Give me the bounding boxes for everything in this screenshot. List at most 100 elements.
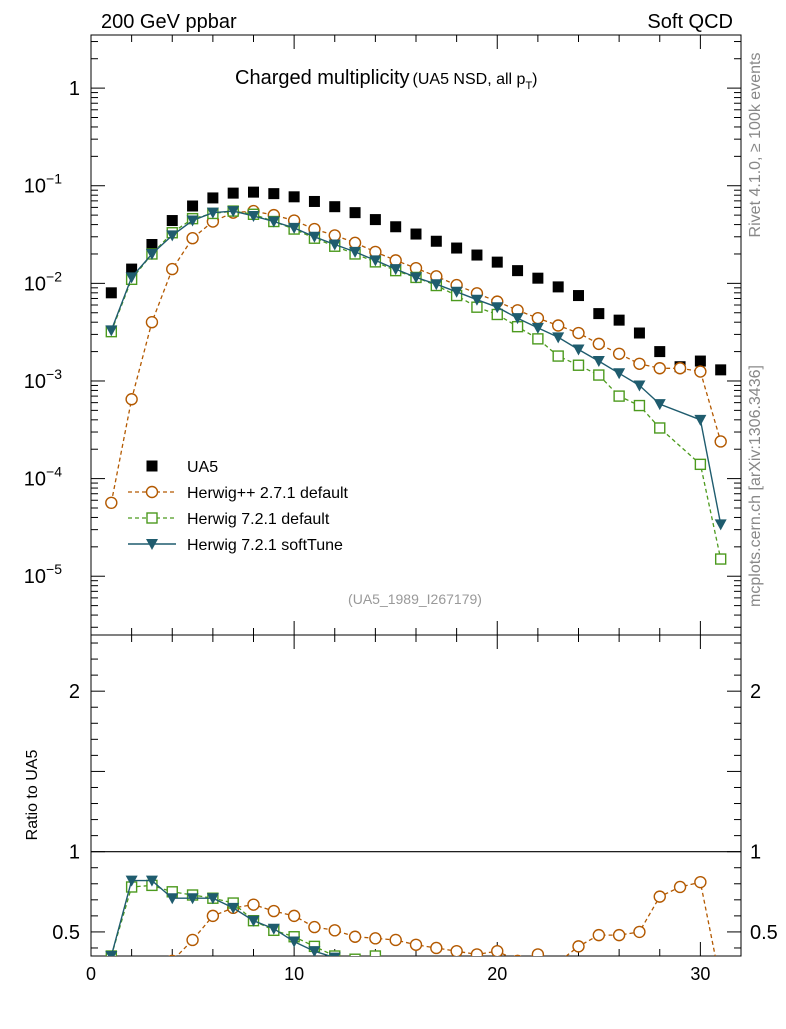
ratio-point [308, 920, 321, 934]
ratio-point [267, 904, 281, 918]
ratio-point [592, 928, 606, 942]
ratio-point [206, 909, 220, 923]
x-tick-label: 30 [690, 964, 710, 984]
data-point [389, 264, 402, 276]
legend-item: Herwig++ 2.7.1 default [128, 485, 349, 502]
data-point [248, 186, 259, 198]
analysis-watermark: (UA5_1989_I267179) [348, 591, 482, 607]
data-point [288, 222, 301, 234]
y-tick-label: 10−1 [24, 171, 62, 198]
y-tick-label: 10−4 [24, 464, 62, 491]
ratio-ylabel: Ratio to UA5 [24, 750, 41, 841]
ratio-point [247, 915, 260, 927]
legend-marker [146, 512, 158, 524]
x-tick-label: 0 [86, 964, 96, 984]
y-tick-exponent: −1 [46, 171, 62, 187]
data-point [328, 229, 341, 242]
data-point [572, 359, 585, 371]
data-point [329, 201, 341, 213]
data-point [267, 216, 280, 228]
main-series [105, 186, 727, 565]
data-point [369, 214, 381, 226]
y-tick-exponent: −2 [46, 268, 62, 284]
data-point [410, 228, 422, 240]
data-point [186, 215, 199, 227]
data-point [532, 333, 544, 345]
ratio-series-herwigpp [168, 875, 716, 956]
ratio-point [166, 893, 179, 905]
y-tick-label-right: 2 [750, 681, 761, 703]
chart-subtitle-close: ) [532, 71, 537, 88]
data-point [715, 364, 727, 376]
ratio-point [633, 925, 646, 939]
ratio-point [694, 875, 707, 889]
data-point [694, 414, 707, 426]
data-point [552, 281, 564, 293]
ratio-point [267, 923, 280, 935]
legend-item: UA5 [146, 459, 218, 476]
legend: UA5 Herwig++ 2.7.1 default Herwig 7.2.1 de… [128, 459, 349, 554]
data-point [471, 249, 483, 261]
ratio-point [328, 952, 341, 956]
data-point [430, 279, 443, 291]
y-tick-base: 10 [24, 469, 46, 491]
data-point [451, 242, 463, 254]
ratio-point [470, 948, 484, 956]
data-point [633, 399, 646, 412]
ratio-point [431, 961, 441, 971]
data-point [410, 272, 422, 284]
series-softtune [105, 206, 727, 531]
data-point [653, 399, 666, 411]
ratio-point [105, 951, 118, 956]
ratio-point [653, 890, 666, 903]
data-point [125, 393, 138, 406]
data-point [390, 221, 402, 233]
data-point [126, 263, 138, 275]
data-point [430, 235, 442, 247]
y-tick-label: 2 [69, 681, 80, 703]
data-point [572, 326, 585, 340]
data-point [613, 368, 626, 380]
ratio-point [369, 950, 382, 956]
ratio-point [369, 961, 381, 972]
data-point [551, 319, 565, 332]
data-point [207, 192, 219, 204]
data-point [166, 230, 179, 242]
legend-label: Herwig 7.2.1 default [187, 511, 330, 528]
ratio-point [206, 893, 219, 905]
y-tick-exponent: −4 [46, 464, 62, 480]
data-point [227, 206, 240, 218]
chart-subtitle: (UA5 NSD, all p [413, 71, 526, 88]
x-tick-labels: 0 10 20 30 [86, 964, 710, 984]
ratio-point [409, 938, 423, 951]
data-point [288, 191, 300, 203]
ratio-point [288, 936, 301, 948]
header-left: 200 GeV ppbar [101, 11, 237, 33]
ratio-point [287, 909, 301, 923]
ratio-point [349, 957, 361, 968]
chart-title: Charged multiplicity (UA5 NSD, all pT) [235, 67, 538, 92]
data-point [491, 302, 504, 314]
data-point [531, 322, 544, 334]
ratio-point [612, 928, 626, 942]
legend-label: Herwig 7.2.1 softTune [187, 537, 343, 554]
ratio-point [450, 944, 463, 956]
data-point [450, 286, 463, 298]
y-tick-label: 10−3 [24, 366, 62, 393]
legend-item: Herwig 7.2.1 default [128, 511, 330, 528]
data-point [308, 195, 320, 207]
ratio-point [349, 953, 361, 956]
data-point [592, 337, 606, 351]
ratio-point [391, 957, 401, 967]
data-point [328, 239, 341, 251]
data-point [593, 308, 605, 320]
legend-marker [146, 460, 158, 472]
data-point [633, 380, 646, 392]
x-tick-label: 10 [284, 964, 304, 984]
y-tick-label: 10−2 [24, 268, 62, 295]
data-point [552, 350, 564, 362]
data-point [552, 332, 565, 344]
data-point [349, 246, 362, 258]
data-point [653, 362, 666, 375]
legend-label: Herwig++ 2.7.1 default [187, 485, 349, 502]
